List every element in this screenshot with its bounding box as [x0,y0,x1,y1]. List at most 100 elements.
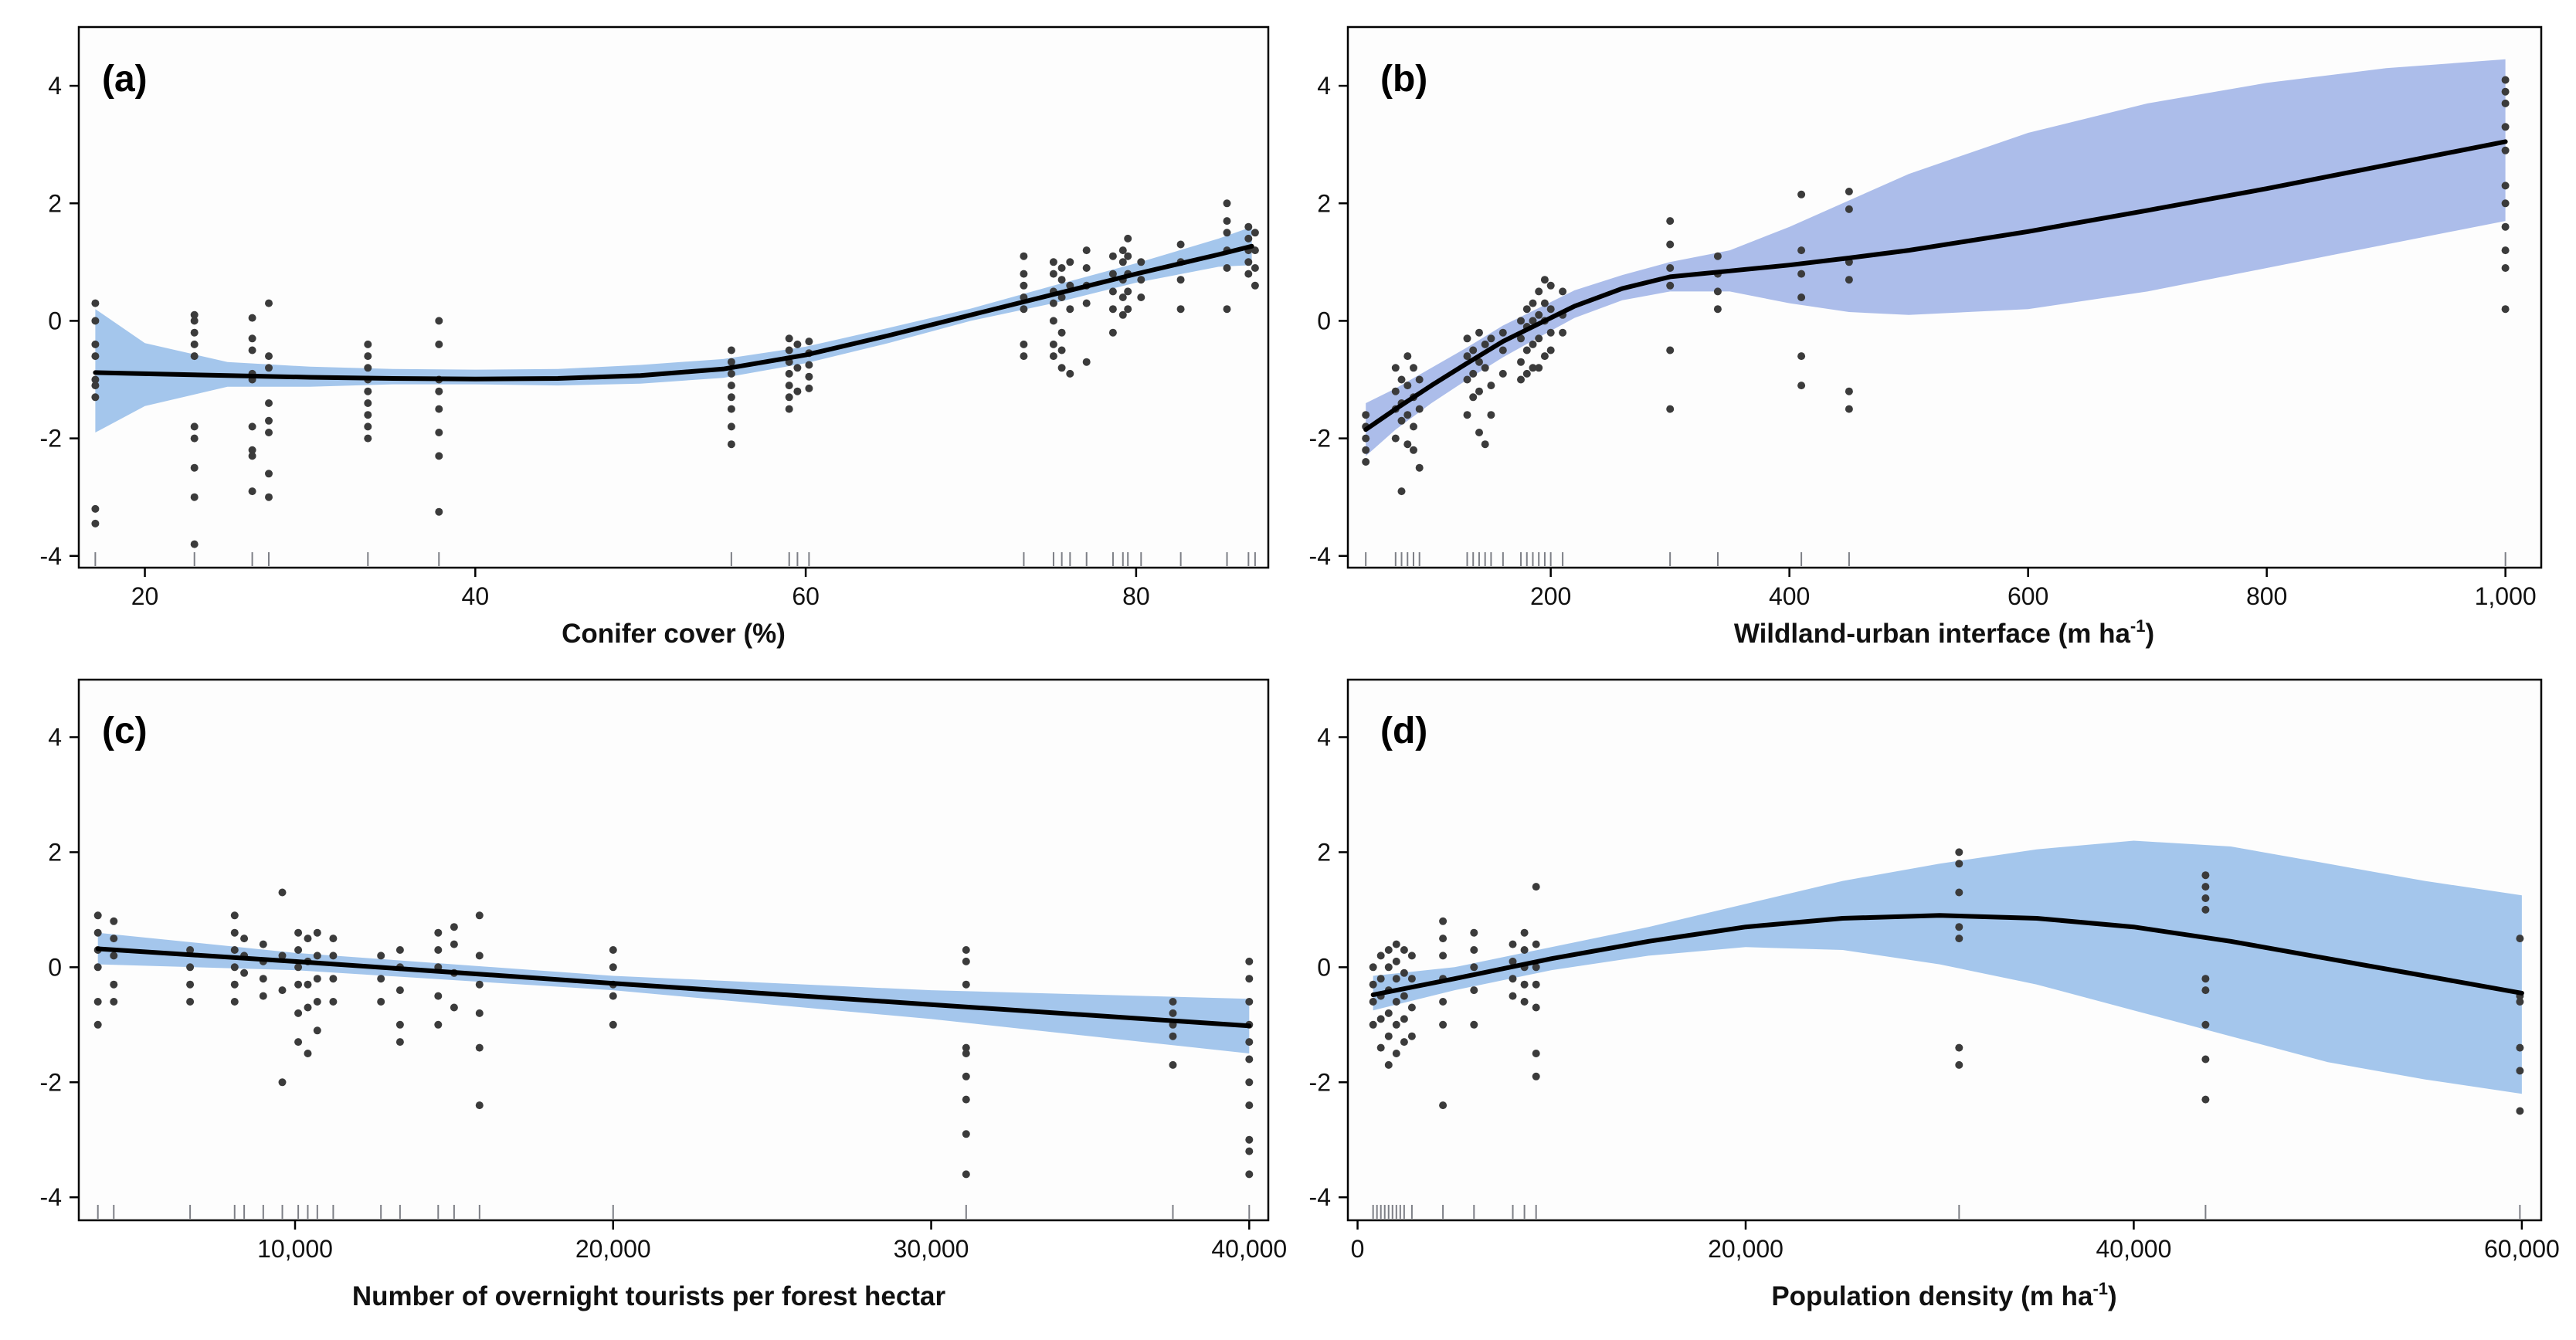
data-point [1082,299,1091,307]
data-point [1415,375,1424,384]
data-point [1376,975,1385,983]
data-point [2201,871,2210,880]
data-point [1470,928,1478,937]
data-point [1532,883,1540,891]
data-point [1517,334,1525,343]
data-point [434,1020,443,1029]
data-point [2516,935,2524,943]
data-point [1470,946,1478,954]
data-point [1469,346,1478,355]
data-point [1392,1020,1400,1029]
y-tick-label: -4 [40,542,62,570]
data-point [1245,998,1254,1006]
data-point [110,952,118,960]
data-point [793,340,802,348]
data-point [190,434,199,443]
data-point [1469,369,1478,378]
x-tick-label: 0 [1351,1235,1365,1263]
data-point [1108,252,1117,260]
data-point [1245,975,1254,983]
data-point [1049,258,1057,266]
x-tick-label: 20,000 [575,1235,651,1263]
data-point [2501,181,2510,190]
data-point [190,463,199,472]
x-tick-label: 1,000 [2475,582,2537,610]
data-point [190,317,199,325]
data-point [1666,405,1675,413]
data-point [1532,1003,1540,1012]
data-point [1057,293,1066,301]
data-point [1108,287,1117,296]
data-point [1487,334,1495,343]
data-point [1369,963,1377,972]
x-tick-label: 40,000 [2096,1235,2172,1263]
data-point [1666,346,1675,355]
data-point [294,946,303,954]
y-tick-label: 4 [1317,723,1331,751]
data-point [91,519,100,528]
x-tick-label: 10,000 [257,1235,333,1263]
data-point [475,952,484,960]
data-point [1845,276,1853,284]
data-point [91,393,100,402]
data-point [1397,487,1406,496]
data-point [1509,975,1517,983]
data-point [1535,364,1543,372]
data-point [1415,405,1424,413]
y-tick-label: -2 [40,1068,62,1096]
data-point [1955,1060,1963,1069]
data-point [1244,270,1253,278]
data-point [1487,411,1495,419]
data-point [93,1020,102,1029]
rug-group [1365,552,2506,566]
data-point [1384,963,1393,972]
data-point [1955,923,1963,931]
axes-group: -4 -2 0 2 4 0 20,000 40,000 60,000 [1309,723,2560,1263]
data-point [91,317,100,325]
data-point [329,952,338,960]
data-point [395,986,404,995]
data-point [727,358,735,366]
data-point [475,1101,484,1110]
data-point [1546,328,1555,337]
data-point [962,1130,970,1138]
data-point [2201,975,2210,983]
data-point [1481,440,1489,449]
rug-group [97,1205,1251,1219]
data-point [1244,222,1253,231]
data-point [475,1043,484,1052]
data-point [1475,429,1483,436]
data-point [248,446,256,454]
data-point [2201,883,2210,891]
data-point [265,493,273,501]
confidence-band-group [1366,59,2506,456]
data-point [377,975,385,983]
data-point [475,980,484,989]
data-point [1559,328,1567,337]
data-point [1137,276,1145,284]
data-point [1713,252,1722,260]
data-point [1391,434,1400,443]
fit-line-group [95,946,1252,1029]
data-point [304,935,312,943]
data-point [1797,352,1806,361]
x-tick-label: 800 [2246,582,2287,610]
data-point [1244,258,1253,266]
data-point [1470,963,1478,972]
panel-d: -4 -2 0 2 4 0 20,000 40,000 60,000 (d) Populatio… [1309,678,2560,1311]
data-point [2501,99,2510,107]
data-point [2501,305,2510,314]
data-point [186,946,195,954]
data-point [190,310,199,319]
data-point [1407,1003,1416,1012]
data-point [1498,369,1507,378]
data-point [475,1009,484,1017]
data-point [313,1026,321,1035]
data-point [785,346,793,355]
data-point [1955,888,1963,897]
data-point [294,980,303,989]
data-point [1415,463,1424,472]
data-point [1049,340,1057,348]
x-tick-label: 30,000 [894,1235,969,1263]
data-point [2501,123,2510,131]
